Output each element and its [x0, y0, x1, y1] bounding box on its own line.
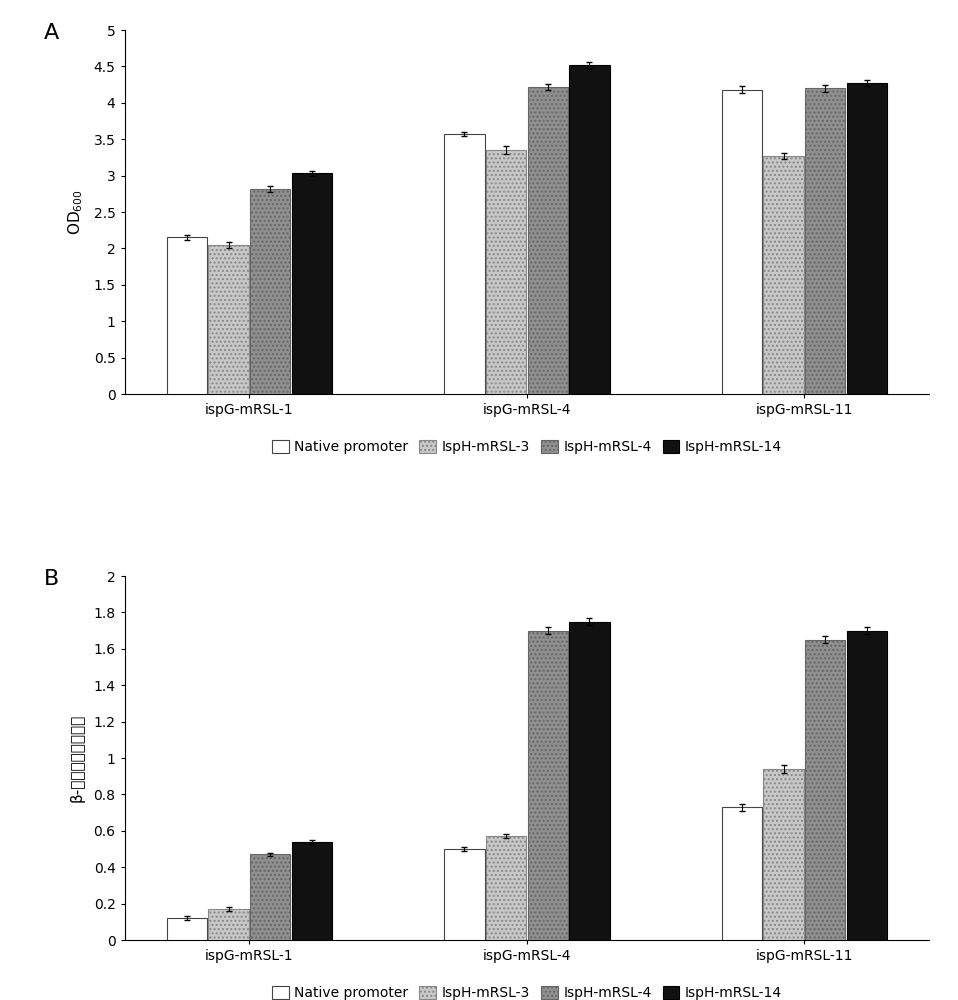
Bar [167, 918, 207, 940]
Text: A: A [44, 23, 59, 43]
Bar [528, 631, 568, 940]
Bar [721, 90, 763, 394]
Bar [291, 173, 332, 394]
Bar [805, 88, 845, 394]
Bar [569, 65, 609, 394]
Bar [250, 854, 290, 940]
Bar [764, 156, 804, 394]
Bar [805, 640, 845, 940]
Text: B: B [44, 569, 59, 589]
Bar [445, 849, 485, 940]
Bar [209, 909, 249, 940]
Bar [528, 87, 568, 394]
Bar [209, 245, 249, 394]
Bar [764, 769, 804, 940]
Bar [847, 83, 887, 394]
Bar [167, 237, 207, 394]
Y-axis label: OD$_{600}$: OD$_{600}$ [66, 189, 85, 235]
Bar [721, 807, 763, 940]
Bar [569, 622, 609, 940]
Bar [250, 189, 290, 394]
Bar [486, 836, 526, 940]
Legend: Native promoter, IspH-mRSL-3, IspH-mRSL-4, IspH-mRSL-14: Native promoter, IspH-mRSL-3, IspH-mRSL-… [266, 435, 787, 460]
Bar [847, 631, 887, 940]
Legend: Native promoter, IspH-mRSL-3, IspH-mRSL-4, IspH-mRSL-14: Native promoter, IspH-mRSL-3, IspH-mRSL-… [266, 981, 787, 1000]
Bar [486, 150, 526, 394]
Y-axis label: β-胡萝卜素相对产量: β-胡萝卜素相对产量 [70, 714, 85, 802]
Bar [445, 134, 485, 394]
Bar [291, 842, 332, 940]
